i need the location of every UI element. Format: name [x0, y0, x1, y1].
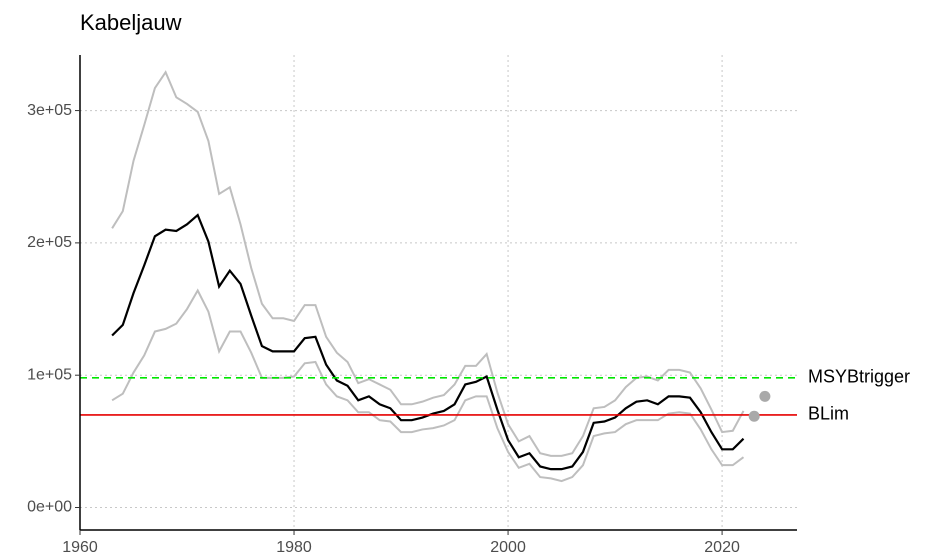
series-line: [111, 70, 745, 457]
series-line: [111, 213, 745, 471]
point: [748, 410, 760, 422]
reference-label: MSYBtrigger: [808, 367, 910, 387]
x-tick-label: 1980: [276, 539, 312, 556]
chart-title: Kabeljauw: [80, 10, 182, 35]
x-tick-label: 2000: [490, 539, 526, 556]
point: [759, 390, 771, 402]
series-line: [111, 288, 745, 483]
x-tick-label: 1960: [62, 539, 98, 556]
y-tick-label: 3e+05: [27, 102, 72, 119]
y-tick-label: 2e+05: [27, 234, 72, 251]
y-tick-label: 0e+00: [27, 499, 72, 516]
y-tick-label: 1e+05: [27, 366, 72, 383]
reference-label: BLim: [808, 404, 849, 424]
x-tick-label: 2020: [704, 539, 740, 556]
